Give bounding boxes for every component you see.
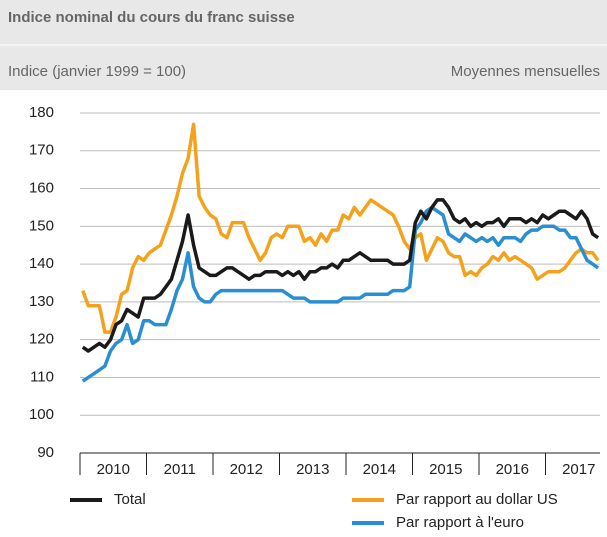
y-tick-label: 120: [29, 331, 54, 348]
x-tick-label: 2013: [296, 461, 329, 478]
x-tick-label: 2011: [164, 461, 196, 478]
x-tick-label: 2012: [230, 461, 263, 478]
legend-label: Par rapport au dollar US: [396, 491, 558, 508]
x-tick-label: 2014: [363, 461, 396, 478]
series-line: [81, 122, 600, 334]
x-tick-label: 2015: [429, 461, 462, 478]
x-tick-label: 2017: [562, 461, 595, 478]
y-tick-label: 110: [30, 368, 54, 385]
legend-label: Par rapport à l'euro: [396, 514, 524, 531]
series-line: [81, 198, 600, 353]
y-tick-label: 140: [29, 255, 54, 272]
y-tick-label: 150: [29, 217, 54, 234]
x-tick-label: 2010: [97, 461, 130, 478]
y-tick-label: 180: [29, 104, 54, 121]
x-tick-label: 2016: [496, 461, 529, 478]
chart-note: Moyennes mensuelles: [451, 63, 600, 80]
y-tick-label: 160: [29, 180, 54, 197]
legend-label: Total: [114, 491, 146, 508]
y-tick-label: 170: [29, 142, 54, 159]
y-tick-label: 100: [29, 406, 54, 423]
series-line: [81, 205, 600, 383]
y-tick-label: 90: [37, 444, 54, 461]
y-tick-label: 130: [29, 293, 54, 310]
chart-title: Indice nominal du cours du franc suisse: [8, 9, 295, 26]
chart-subtitle: Indice (janvier 1999 = 100): [8, 63, 186, 80]
